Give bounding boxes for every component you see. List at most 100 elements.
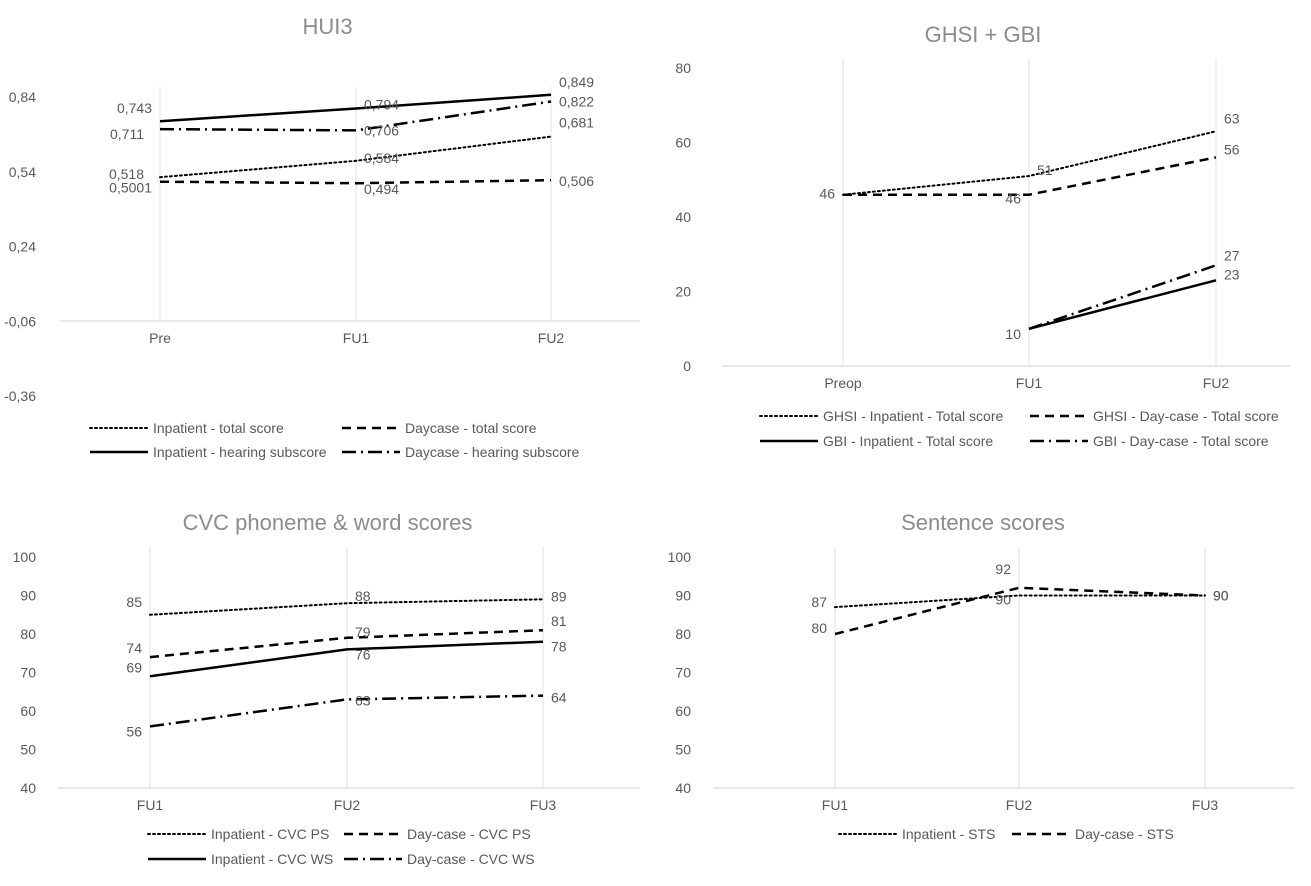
legend-item-inpatient-cvc-ws: Inpatient - CVC WS — [146, 851, 333, 867]
data-label: 0,706 — [364, 122, 399, 138]
legend-swatch-dotted — [146, 828, 208, 840]
series-line-gbi-inpatient-total-score — [1029, 280, 1216, 329]
legend-label: Day-case - CVC WS — [407, 851, 535, 867]
y-tick-label: 80 — [20, 626, 36, 642]
y-tick-label: 70 — [675, 665, 691, 681]
legend-label: Inpatient - CVC PS — [211, 826, 329, 842]
x-tick-label: FU1 — [1016, 375, 1043, 391]
data-label: 63 — [355, 692, 371, 708]
legend-item-daycase-total-score: Daycase - total score — [340, 420, 537, 436]
legend-item-inpatient-total-score: Inpatient - total score — [88, 420, 284, 436]
data-label: 0,794 — [364, 96, 399, 112]
data-label: 92 — [995, 561, 1011, 577]
legend-item-day-case-sts: Day-case - STS — [1010, 826, 1174, 842]
legend-label: Day-case - STS — [1075, 826, 1174, 842]
legend-item-ghsi-day-case-total-score: GHSI - Day-case - Total score — [1028, 408, 1279, 424]
legend-swatch-dashed — [1028, 410, 1090, 422]
legend-item-day-case-cvc-ws: Day-case - CVC WS — [342, 851, 535, 867]
x-tick-label: Pre — [149, 330, 171, 346]
data-label: 80 — [811, 620, 827, 636]
data-label: 79 — [355, 624, 371, 640]
y-tick-label: 90 — [20, 588, 36, 604]
legend-item-day-case-cvc-ps: Day-case - CVC PS — [342, 826, 531, 842]
data-label: 0,5001 — [109, 180, 152, 196]
legend-swatch-solid — [146, 853, 208, 865]
data-label: 88 — [355, 588, 371, 604]
legend-swatch-dashed — [340, 422, 402, 434]
legend-label: Daycase - hearing subscore — [405, 444, 579, 460]
legend-item-inpatient-cvc-ps: Inpatient - CVC PS — [146, 826, 329, 842]
y-tick-label: 40 — [20, 780, 36, 796]
data-label: 78 — [551, 639, 567, 655]
legend-item-ghsi-inpatient-total-score: GHSI - Inpatient - Total score — [758, 408, 1003, 424]
y-tick-label: 0 — [683, 358, 691, 374]
data-label: 89 — [551, 588, 567, 604]
legend-swatch-dashed — [342, 828, 404, 840]
data-label: 0,849 — [559, 74, 594, 90]
legend-label: Inpatient - hearing subscore — [153, 444, 327, 460]
y-tick-label: 40 — [675, 209, 691, 225]
data-label: 56 — [126, 723, 142, 739]
x-tick-label: FU1 — [137, 797, 164, 813]
data-label: 85 — [126, 594, 142, 610]
x-tick-label: FU3 — [1192, 797, 1219, 813]
data-label: 63 — [1224, 110, 1240, 126]
data-label: 69 — [126, 659, 142, 675]
legend-swatch-solid — [88, 446, 150, 458]
legend-swatch-dotted — [837, 828, 899, 840]
y-tick-label: 60 — [675, 135, 691, 151]
data-label: 27 — [1224, 247, 1240, 263]
x-tick-label: FU2 — [538, 330, 565, 346]
data-label: 23 — [1224, 266, 1240, 282]
legend-item-gbi-inpatient-total-score: GBI - Inpatient - Total score — [758, 433, 993, 449]
legend-label: GHSI - Day-case - Total score — [1093, 408, 1279, 424]
x-tick-label: FU2 — [334, 797, 361, 813]
series-line-gbi-day-case-total-score — [1029, 265, 1216, 328]
chart-legend: Inpatient - STS Day-case - STS — [655, 826, 1311, 886]
legend-item-daycase-hearing-subscore: Daycase - hearing subscore — [340, 444, 579, 460]
legend-label: Day-case - CVC PS — [407, 826, 531, 842]
x-tick-label: FU2 — [1006, 797, 1033, 813]
legend-label: Inpatient - STS — [902, 826, 995, 842]
data-label: 56 — [1224, 141, 1240, 157]
y-tick-label: 50 — [20, 742, 36, 758]
x-tick-label: FU1 — [343, 330, 370, 346]
y-tick-label: 50 — [675, 742, 691, 758]
y-tick-label: 0,54 — [9, 164, 36, 180]
data-label: 51 — [1037, 162, 1053, 178]
data-label: 81 — [551, 613, 567, 629]
y-tick-label: 0,24 — [9, 239, 36, 255]
y-tick-label: 60 — [20, 703, 36, 719]
legend-item-inpatient-sts: Inpatient - STS — [837, 826, 995, 842]
data-label: 0,506 — [559, 173, 594, 189]
data-label: 74 — [126, 640, 142, 656]
legend-swatch-dashdot — [1028, 435, 1090, 447]
data-label: 0,584 — [364, 150, 399, 166]
legend-swatch-dotted — [88, 422, 150, 434]
y-tick-label: 80 — [675, 60, 691, 76]
y-tick-label: 0,84 — [9, 89, 36, 105]
data-label: 10 — [1005, 326, 1021, 342]
y-tick-label: -0,06 — [4, 313, 36, 329]
legend-label: GBI - Day-case - Total score — [1093, 433, 1269, 449]
y-tick-label: 40 — [675, 780, 691, 796]
data-label: 0,494 — [364, 181, 399, 197]
legend-item-inpatient-hearing-subscore: Inpatient - hearing subscore — [88, 444, 327, 460]
legend-label: Daycase - total score — [405, 420, 537, 436]
legend-label: GBI - Inpatient - Total score — [823, 433, 993, 449]
legend-label: GHSI - Inpatient - Total score — [823, 408, 1003, 424]
data-label: 0,711 — [110, 126, 144, 142]
y-tick-label: 70 — [20, 665, 36, 681]
y-tick-label: 20 — [675, 284, 691, 300]
y-tick-label: 100 — [13, 549, 37, 565]
x-tick-label: Preop — [824, 375, 862, 391]
